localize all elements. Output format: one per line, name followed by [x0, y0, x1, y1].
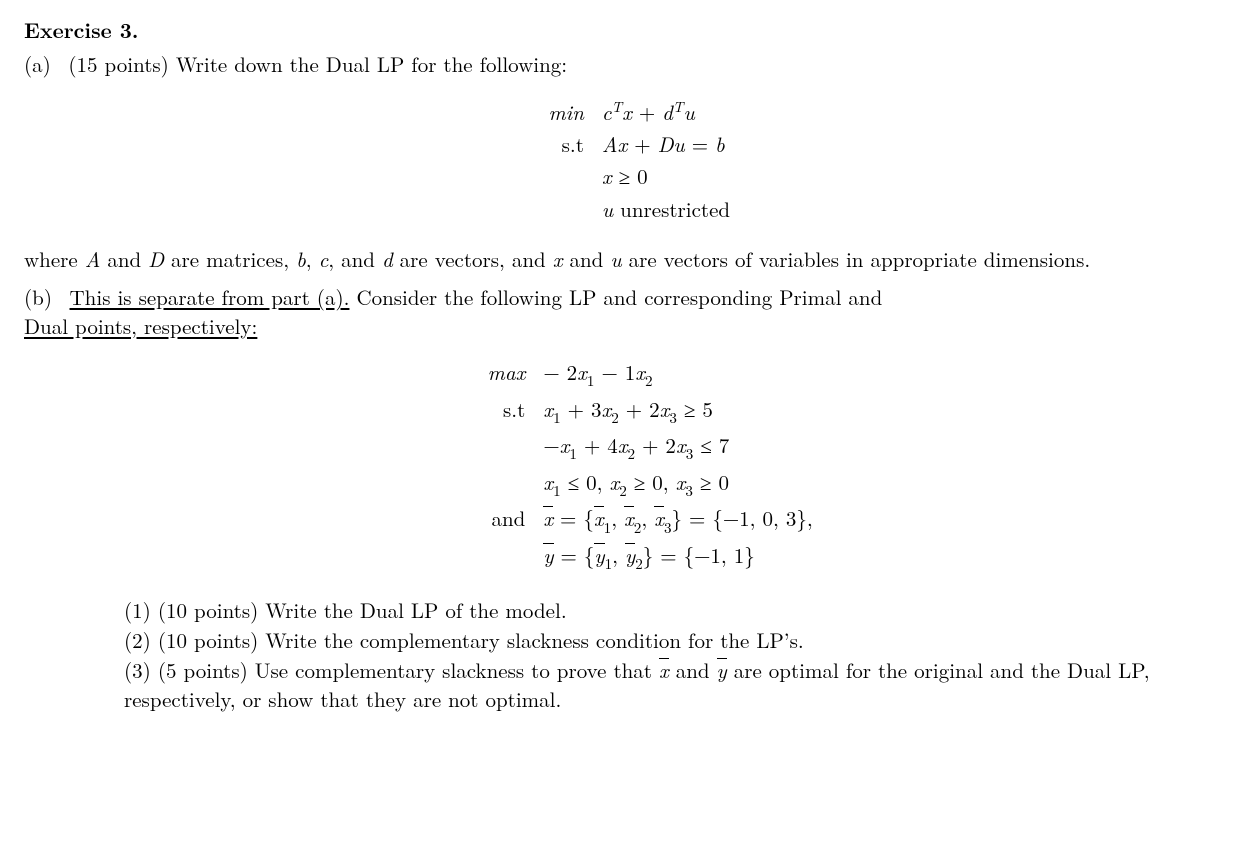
subpart-3-a: (3) (5 points) Use complementary slackne… [124, 655, 659, 685]
exercise-title: Exercise 3. [24, 16, 1232, 44]
part-a-prompt: Write down the Dual LP for the following… [176, 49, 567, 79]
part-a-lp: min cTx + dTu s.t Ax + Du = b x ≥ 0 [24, 93, 1232, 227]
part-a-note: where A and D are matrices, b, c, and d … [24, 245, 1232, 273]
lp-b-op: max [443, 358, 543, 386]
subpart-3-b: and [669, 655, 717, 685]
lp-b-and: and [443, 504, 543, 532]
lp-b-objective: − 2x1 − 1x2 [543, 358, 652, 391]
part-b-rest: Consider the following LP and correspond… [349, 282, 882, 312]
part-b-label: (b) [24, 282, 52, 312]
lp-b-c2: −x1 + 4x2 + 2x3 ≤ 7 [543, 431, 729, 464]
subpart-3: (3) (5 points) Use complementary slackne… [124, 656, 1232, 713]
subpart-2: (2) (10 points) Write the complementary … [124, 626, 1232, 654]
part-b: (b) This is separate from part (a). Cons… [24, 283, 1232, 340]
part-b-lp: max − 2x1 − 1x2 s.t x1 + 3x2 + 2x3 ≥ 5 −… [24, 354, 1232, 578]
lp-a-op: min [526, 98, 602, 126]
lp-a-st: s.t [526, 130, 602, 158]
lp-a-c1: Ax + Du = b [602, 130, 725, 158]
lp-b-ybar: y = {y1, y2} = {−1, 1} [543, 541, 754, 574]
subpart-1: (1) (10 points) Write the Dual LP of the… [124, 596, 1232, 624]
part-b-underlined2: Dual points, respectively: [24, 311, 257, 341]
lp-a-c3: u unrestricted [602, 195, 730, 223]
lp-b-xbar: x = {x1, x2, x3} = {−1, 0, 3}, [543, 504, 812, 537]
part-a: (a) (15 points) Write down the Dual LP f… [24, 50, 1232, 78]
lp-a-objective: cTx + dTu [602, 97, 695, 126]
lp-a-c2: x ≥ 0 [602, 162, 648, 190]
lp-b-st: s.t [443, 395, 543, 423]
part-b-underlined: This is separate from part (a). [70, 282, 350, 312]
lp-b-c1: x1 + 3x2 + 2x3 ≥ 5 [543, 395, 713, 428]
part-a-label: (a) [24, 49, 51, 79]
exercise-page: Exercise 3. (a) (15 points) Write down t… [0, 0, 1256, 864]
part-b-subparts: (1) (10 points) Write the Dual LP of the… [24, 596, 1232, 713]
part-a-points: (15 points) [68, 49, 168, 79]
lp-b-c3: x1 ≤ 0, x2 ≥ 0, x3 ≥ 0 [543, 468, 729, 501]
